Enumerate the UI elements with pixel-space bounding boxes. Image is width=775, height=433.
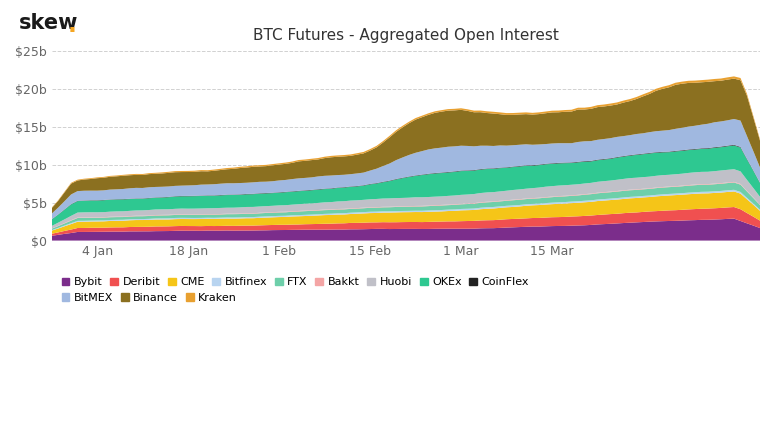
Text: .: .: [67, 13, 76, 37]
Title: BTC Futures - Aggregated Open Interest: BTC Futures - Aggregated Open Interest: [253, 28, 559, 43]
Legend: BitMEX, Binance, Kraken: BitMEX, Binance, Kraken: [57, 288, 241, 307]
Text: skew: skew: [19, 13, 79, 33]
